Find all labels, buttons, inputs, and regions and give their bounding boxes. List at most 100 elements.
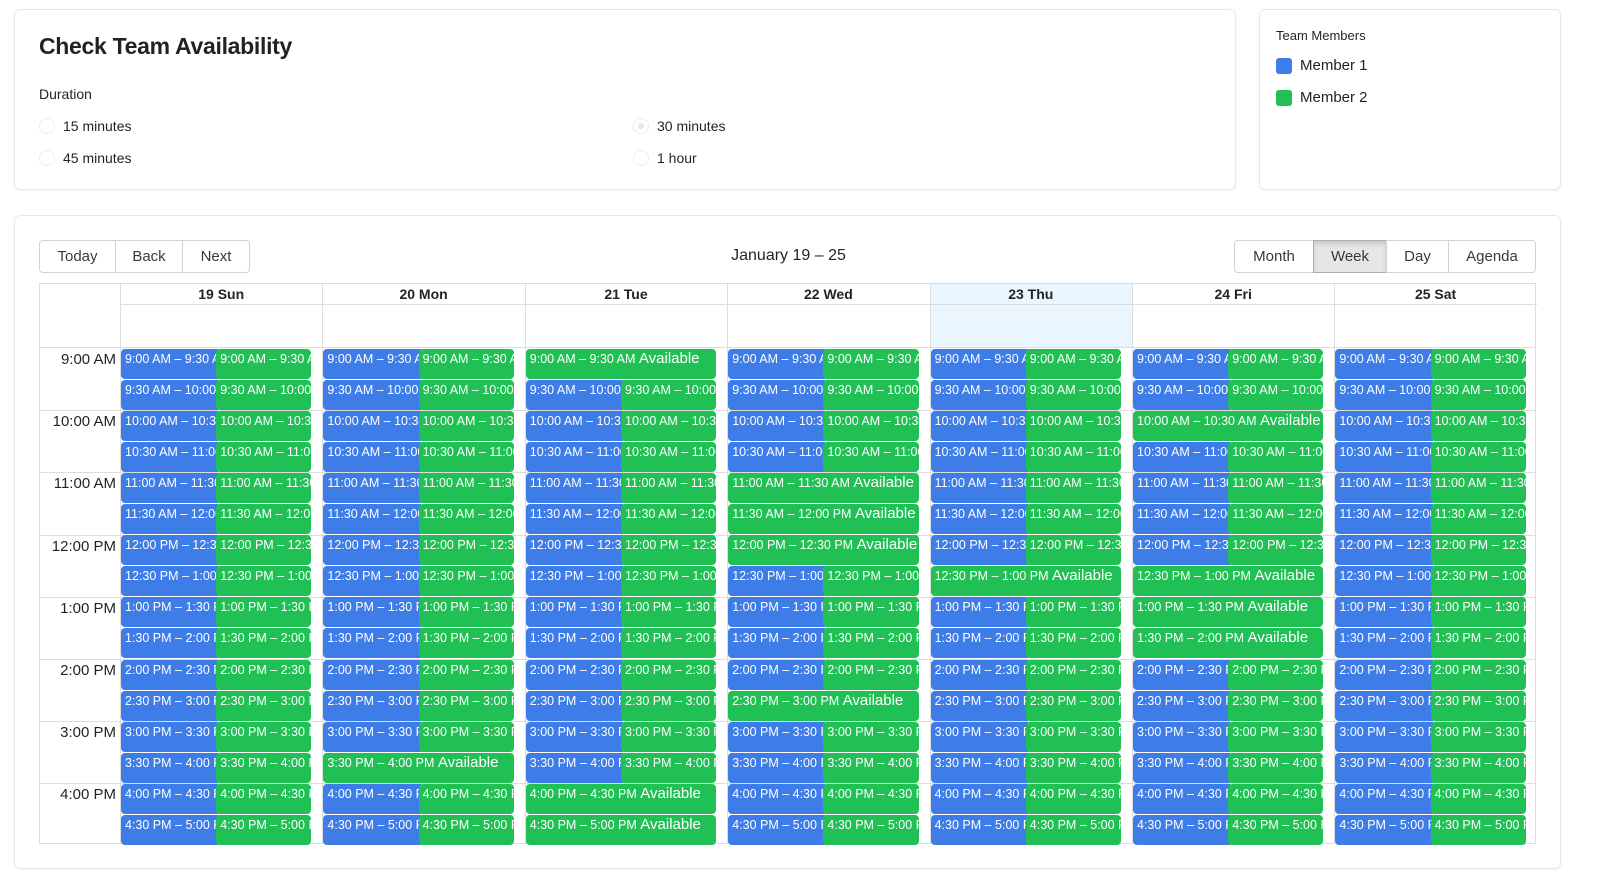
member-1-busy-slot[interactable]: 12:00 PM – 12:30 PM — [525, 535, 623, 566]
member-2-busy-slot[interactable]: 1:00 PM – 1:30 PM — [418, 597, 514, 628]
member-2-busy-slot[interactable]: 11:30 AM – 12:00 PM — [216, 504, 312, 534]
member-2-busy-slot[interactable]: 12:30 PM – 1:00 PM — [418, 566, 514, 597]
member-1-busy-slot[interactable]: 12:30 PM – 1:00 PM — [323, 566, 421, 597]
member-1-busy-slot[interactable]: 10:00 AM – 10:30 AM — [930, 410, 1028, 441]
member-2-busy-slot[interactable]: 12:00 PM – 12:30 PM — [1430, 535, 1526, 566]
member-1-busy-slot[interactable]: 4:00 PM – 4:30 PM — [1335, 783, 1433, 814]
member-1-busy-slot[interactable]: 12:00 PM – 12:30 PM — [1133, 535, 1231, 566]
member-2-busy-slot[interactable]: 11:30 AM – 12:00 PM — [1228, 504, 1324, 534]
availability-slot[interactable]: 10:00 AM – 10:30 AM Available — [1133, 410, 1324, 441]
member-1-busy-slot[interactable]: 12:00 PM – 12:30 PM — [323, 535, 421, 566]
member-1-busy-slot[interactable]: 10:00 AM – 10:30 AM — [121, 410, 219, 441]
member-2-busy-slot[interactable]: 2:00 PM – 2:30 PM — [1025, 659, 1121, 690]
day-header[interactable]: 23 Thu — [929, 284, 1132, 305]
member-1-busy-slot[interactable]: 3:00 PM – 3:30 PM — [121, 721, 219, 752]
member-2-busy-slot[interactable]: 10:00 AM – 10:30 AM — [1025, 410, 1121, 441]
duration-option-30-minutes[interactable]: 30 minutes — [633, 118, 725, 134]
member-2-busy-slot[interactable]: 2:30 PM – 3:00 PM — [621, 690, 717, 721]
member-1-busy-slot[interactable]: 9:30 AM – 10:00 AM — [525, 379, 623, 410]
member-1-busy-slot[interactable]: 10:30 AM – 11:00 AM — [121, 441, 219, 472]
member-1-busy-slot[interactable]: 4:00 PM – 4:30 PM — [323, 783, 421, 814]
member-2-busy-slot[interactable]: 3:00 PM – 3:30 PM — [621, 721, 717, 752]
member-1-busy-slot[interactable]: 9:00 AM – 9:30 AM — [1335, 348, 1433, 379]
member-1-busy-slot[interactable]: 1:00 PM – 1:30 PM — [728, 597, 826, 628]
member-1-busy-slot[interactable]: 11:30 AM – 12:00 PM — [1335, 504, 1433, 534]
member-2-busy-slot[interactable]: 1:00 PM – 1:30 PM — [1025, 597, 1121, 628]
member-2-busy-slot[interactable]: 9:30 AM – 10:00 AM — [1228, 379, 1324, 410]
member-2-busy-slot[interactable]: 11:30 AM – 12:00 PM — [418, 504, 514, 534]
member-2-busy-slot[interactable]: 10:30 AM – 11:00 AM — [418, 441, 514, 472]
member-2-busy-slot[interactable]: 10:30 AM – 11:00 AM — [1228, 441, 1324, 472]
availability-slot[interactable]: 4:30 PM – 5:00 PM Available — [525, 815, 717, 845]
member-2-busy-slot[interactable]: 9:00 AM – 9:30 AM — [216, 348, 312, 379]
member-1-busy-slot[interactable]: 1:30 PM – 2:00 PM — [930, 628, 1028, 659]
day-view-button[interactable]: Day — [1386, 240, 1449, 273]
member-2-busy-slot[interactable]: 9:30 AM – 10:00 AM — [216, 379, 312, 410]
member-2-busy-slot[interactable]: 4:30 PM – 5:00 PM — [1430, 815, 1526, 845]
member-2-busy-slot[interactable]: 2:30 PM – 3:00 PM — [1430, 690, 1526, 721]
duration-option-1-hour[interactable]: 1 hour — [633, 150, 697, 166]
member-1-busy-slot[interactable]: 10:00 AM – 10:30 AM — [323, 410, 421, 441]
member-1-busy-slot[interactable]: 2:00 PM – 2:30 PM — [728, 659, 826, 690]
member-1-busy-slot[interactable]: 10:00 AM – 10:30 AM — [1335, 410, 1433, 441]
member-2-busy-slot[interactable]: 2:00 PM – 2:30 PM — [216, 659, 312, 690]
day-header[interactable]: 21 Tue — [524, 284, 728, 305]
member-2-busy-slot[interactable]: 1:30 PM – 2:00 PM — [621, 628, 717, 659]
member-2-busy-slot[interactable]: 2:00 PM – 2:30 PM — [1228, 659, 1324, 690]
member-2-busy-slot[interactable]: 4:00 PM – 4:30 PM — [1228, 783, 1324, 814]
member-2-busy-slot[interactable]: 4:30 PM – 5:00 PM — [823, 815, 919, 845]
availability-slot[interactable]: 2:30 PM – 3:00 PM Available — [728, 690, 919, 721]
member-2-busy-slot[interactable]: 1:00 PM – 1:30 PM — [823, 597, 919, 628]
member-1-busy-slot[interactable]: 12:00 PM – 12:30 PM — [1335, 535, 1433, 566]
member-2-busy-slot[interactable]: 4:00 PM – 4:30 PM — [418, 783, 514, 814]
member-2-busy-slot[interactable]: 2:30 PM – 3:00 PM — [1228, 690, 1324, 721]
availability-slot[interactable]: 12:30 PM – 1:00 PM Available — [1133, 566, 1324, 597]
member-2-busy-slot[interactable]: 3:00 PM – 3:30 PM — [216, 721, 312, 752]
member-1-busy-slot[interactable]: 1:00 PM – 1:30 PM — [121, 597, 219, 628]
member-2-busy-slot[interactable]: 11:30 AM – 12:00 PM — [621, 504, 717, 534]
member-2-busy-slot[interactable]: 10:00 AM – 10:30 AM — [216, 410, 312, 441]
member-2-busy-slot[interactable]: 9:30 AM – 10:00 AM — [823, 379, 919, 410]
member-2-busy-slot[interactable]: 4:30 PM – 5:00 PM — [216, 815, 312, 845]
day-header[interactable]: 22 Wed — [727, 284, 930, 305]
member-2-busy-slot[interactable]: 1:30 PM – 2:00 PM — [1430, 628, 1526, 659]
today-button[interactable]: Today — [39, 240, 116, 273]
member-1-busy-slot[interactable]: 10:30 AM – 11:00 AM — [323, 441, 421, 472]
member-2-busy-slot[interactable]: 2:00 PM – 2:30 PM — [1430, 659, 1526, 690]
member-1-busy-slot[interactable]: 10:30 AM – 11:00 AM — [525, 441, 623, 472]
member-1-busy-slot[interactable]: 9:30 AM – 10:00 AM — [1133, 379, 1231, 410]
member-1-busy-slot[interactable]: 10:30 AM – 11:00 AM — [728, 441, 826, 472]
member-1-busy-slot[interactable]: 1:30 PM – 2:00 PM — [728, 628, 826, 659]
member-2-busy-slot[interactable]: 12:00 PM – 12:30 PM — [621, 535, 717, 566]
member-1-busy-slot[interactable]: 1:00 PM – 1:30 PM — [930, 597, 1028, 628]
member-2-busy-slot[interactable]: 3:00 PM – 3:30 PM — [1430, 721, 1526, 752]
member-1-busy-slot[interactable]: 9:30 AM – 10:00 AM — [728, 379, 826, 410]
member-2-busy-slot[interactable]: 11:00 AM – 11:30 AM — [1430, 472, 1526, 503]
member-1-busy-slot[interactable]: 3:30 PM – 4:00 PM — [930, 752, 1028, 783]
member-2-busy-slot[interactable]: 12:00 PM – 12:30 PM — [1228, 535, 1324, 566]
member-1-busy-slot[interactable]: 2:30 PM – 3:00 PM — [323, 690, 421, 721]
member-2-busy-slot[interactable]: 12:00 PM – 12:30 PM — [418, 535, 514, 566]
member-2-busy-slot[interactable]: 2:30 PM – 3:00 PM — [418, 690, 514, 721]
member-2-busy-slot[interactable]: 3:00 PM – 3:30 PM — [823, 721, 919, 752]
member-2-busy-slot[interactable]: 3:30 PM – 4:00 PM — [1228, 752, 1324, 783]
member-2-busy-slot[interactable]: 9:30 AM – 10:00 AM — [418, 379, 514, 410]
member-2-busy-slot[interactable]: 12:30 PM – 1:00 PM — [823, 566, 919, 597]
member-2-busy-slot[interactable]: 4:00 PM – 4:30 PM — [1430, 783, 1526, 814]
member-1-busy-slot[interactable]: 9:30 AM – 10:00 AM — [930, 379, 1028, 410]
member-1-busy-slot[interactable]: 9:00 AM – 9:30 AM — [323, 348, 421, 379]
member-2-busy-slot[interactable]: 10:30 AM – 11:00 AM — [1430, 441, 1526, 472]
member-1-busy-slot[interactable]: 3:00 PM – 3:30 PM — [323, 721, 421, 752]
member-2-busy-slot[interactable]: 9:00 AM – 9:30 AM — [418, 348, 514, 379]
agenda-view-button[interactable]: Agenda — [1448, 240, 1536, 273]
member-1-busy-slot[interactable]: 9:30 AM – 10:00 AM — [1335, 379, 1433, 410]
member-1-busy-slot[interactable]: 12:30 PM – 1:00 PM — [121, 566, 219, 597]
member-1-busy-slot[interactable]: 1:30 PM – 2:00 PM — [121, 628, 219, 659]
member-2-busy-slot[interactable]: 10:00 AM – 10:30 AM — [1430, 410, 1526, 441]
member-1-busy-slot[interactable]: 4:00 PM – 4:30 PM — [930, 783, 1028, 814]
member-1-busy-slot[interactable]: 3:00 PM – 3:30 PM — [728, 721, 826, 752]
member-1-busy-slot[interactable]: 2:00 PM – 2:30 PM — [1133, 659, 1231, 690]
member-1-busy-slot[interactable]: 1:30 PM – 2:00 PM — [1335, 628, 1433, 659]
member-1-busy-slot[interactable]: 3:00 PM – 3:30 PM — [930, 721, 1028, 752]
member-1-busy-slot[interactable]: 9:00 AM – 9:30 AM — [121, 348, 219, 379]
